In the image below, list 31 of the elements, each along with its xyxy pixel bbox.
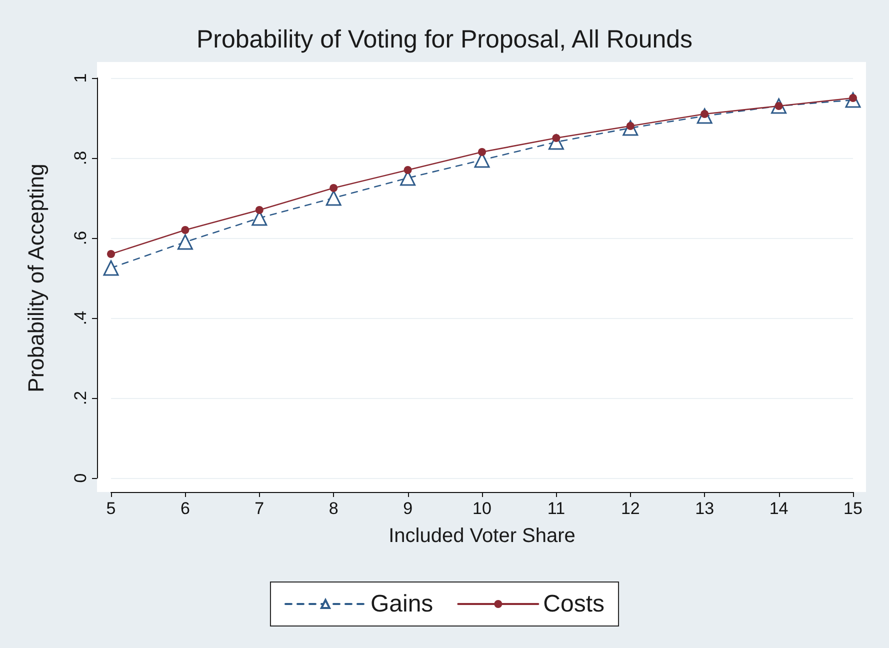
point [478,148,486,156]
x-tick-label: 14 [769,499,788,518]
x-tick-label: 10 [472,499,492,518]
point [326,190,342,206]
x-tick-label: 7 [254,499,264,518]
x-tick-label: 12 [620,499,640,518]
point [107,250,115,258]
point [181,226,190,234]
x-tick-label: 5 [106,499,116,518]
y-tick-label: .4 [71,310,90,326]
x-tick-label: 13 [695,499,714,518]
x-tick-label: 8 [328,499,338,518]
y-tick-label: 0 [71,473,90,483]
chart-title: Probability of Voting for Proposal, All Rounds [196,26,693,54]
y-tick-label: .6 [71,230,90,246]
y-tick-label: .2 [71,390,90,406]
point [103,260,119,276]
y-tick-label: 1 [71,73,90,83]
x-tick-label: 15 [844,499,862,518]
legend-label: Gains [370,590,434,618]
point [330,184,338,192]
y-tick-label: .8 [71,150,90,166]
legend-label: Costs [543,590,605,618]
x-axis-title: Included Voter Share [388,525,576,547]
x-tick-label: 11 [547,499,566,518]
y-axis-title: Probability of Accepting [24,164,48,392]
x-tick-label: 9 [403,499,413,518]
point [255,206,264,214]
point [404,166,412,174]
x-tick-label: 6 [180,499,190,518]
point [177,234,193,250]
